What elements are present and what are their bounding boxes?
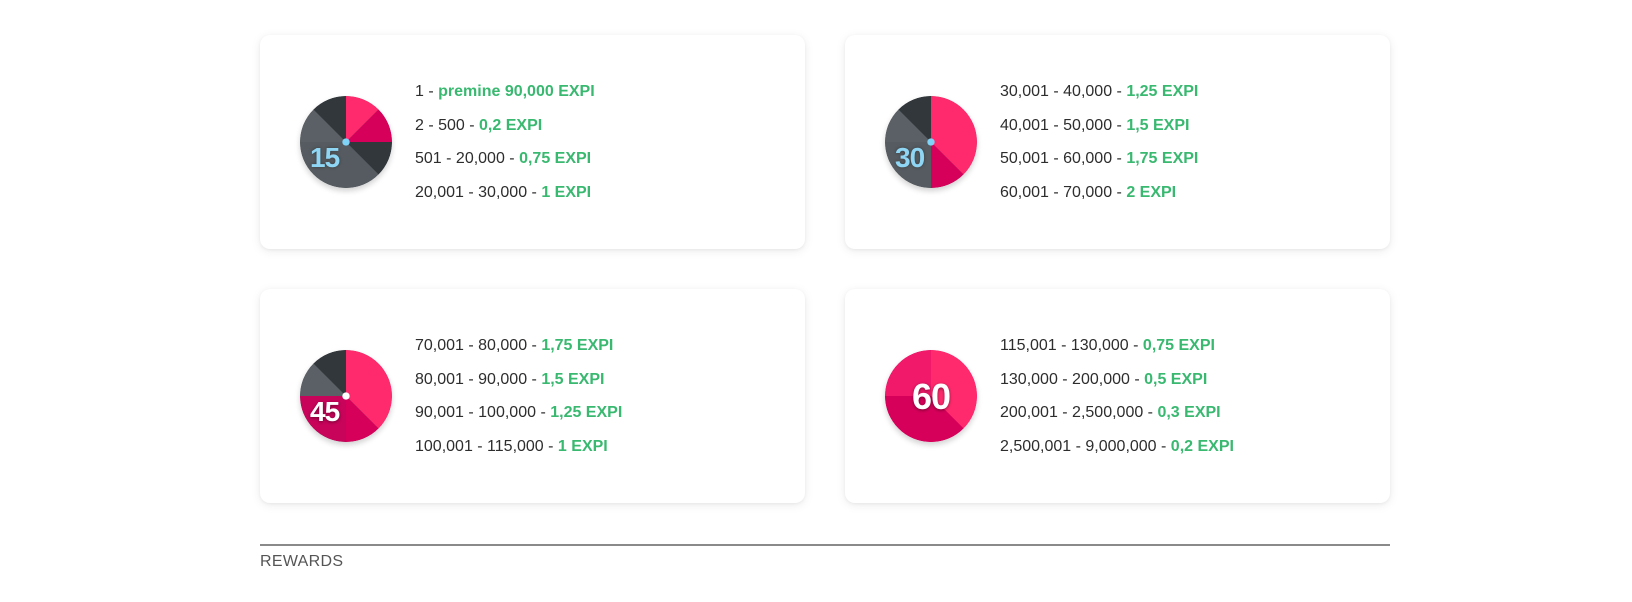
reward-amount: 0,2 EXPI	[1170, 437, 1234, 455]
block-range: 200,001 - 2,500,000	[1000, 404, 1144, 421]
reward-amount: 0,75 EXPI	[1142, 337, 1215, 354]
reward-tier-card-60: 60 115,001 - 130,000 - 0,75 EXPI 130,000…	[845, 289, 1390, 503]
reward-row: 60,001 - 70,000 - 2 EXPI	[1000, 176, 1198, 210]
block-range: 501 - 20,000	[415, 150, 505, 167]
reward-row: 200,001 - 2,500,000 - 0,3 EXPI	[1000, 396, 1234, 430]
reward-amount: 1,75 EXPI	[1126, 150, 1199, 167]
block-range: 60,001 - 70,000	[1000, 183, 1113, 201]
reward-amount: 2 EXPI	[1126, 183, 1177, 201]
reward-tier-grid: 15 1 - premine 90,000 EXPI 2 - 500 - 0,2…	[260, 35, 1390, 503]
timer-label: 30	[895, 142, 925, 173]
block-range: 100,001 - 115,000	[415, 437, 544, 455]
reward-amount: 0,5 EXPI	[1144, 370, 1208, 388]
reward-row: 115,001 - 130,000 - 0,75 EXPI	[1000, 329, 1234, 363]
reward-tier-card-45: 45 70,001 - 80,000 - 1,75 EXPI 80,001 - …	[260, 289, 805, 503]
reward-row: 2 - 500 - 0,2 EXPI	[415, 109, 595, 143]
reward-amount: 1,25 EXPI	[1126, 83, 1199, 100]
separator: -	[1112, 183, 1127, 201]
timer-label: 60	[911, 376, 951, 417]
reward-row: 70,001 - 80,000 - 1,75 EXPI	[415, 329, 622, 363]
separator: -	[1129, 370, 1145, 388]
reward-amount: 1,75 EXPI	[541, 337, 614, 354]
separator: -	[1128, 337, 1143, 354]
timer-60-pie: 60	[885, 350, 977, 442]
timer-45-pie: 45	[300, 350, 392, 442]
separator: -	[1112, 83, 1127, 100]
reward-row: 40,001 - 50,000 - 1,5 EXPI	[1000, 109, 1198, 143]
reward-list: 1 - premine 90,000 EXPI 2 - 500 - 0,2 EX…	[415, 75, 595, 209]
clock-pie-icon	[300, 96, 392, 188]
reward-row: 30,001 - 40,000 - 1,25 EXPI	[1000, 75, 1198, 109]
block-range: 2 - 500	[415, 116, 465, 134]
block-range: 2,500,001 - 9,000,000	[1000, 437, 1157, 455]
separator: -	[527, 183, 542, 201]
reward-row: 2,500,001 - 9,000,000 - 0,2 EXPI	[1000, 430, 1234, 464]
block-range: 70,001 - 80,000	[415, 337, 528, 354]
block-range: 90,001 - 100,000	[415, 404, 536, 421]
reward-row: 501 - 20,000 - 0,75 EXPI	[415, 142, 595, 176]
clock-pie-icon	[885, 350, 977, 442]
reward-amount: 0,3 EXPI	[1157, 404, 1221, 421]
reward-tier-card-30: 30 30,001 - 40,000 - 1,25 EXPI 40,001 - …	[845, 35, 1390, 249]
reward-list: 115,001 - 130,000 - 0,75 EXPI 130,000 - …	[1000, 329, 1234, 463]
reward-amount: 1,5 EXPI	[1126, 116, 1190, 134]
separator: -	[1112, 116, 1127, 134]
timer-15-pie: 15	[300, 96, 392, 188]
clock-pie-icon	[300, 350, 392, 442]
block-range: 115,001 - 130,000	[1000, 337, 1129, 354]
timer-label: 15	[310, 142, 340, 173]
block-range: 30,001 - 40,000	[1000, 83, 1113, 100]
timer-label: 45	[310, 396, 340, 427]
separator: -	[527, 337, 542, 354]
block-range: 80,001 - 90,000	[415, 370, 528, 388]
section-divider	[260, 544, 1390, 546]
separator: -	[1156, 437, 1171, 455]
reward-amount: premine 90,000 EXPI	[438, 83, 595, 100]
reward-row: 50,001 - 60,000 - 1,75 EXPI	[1000, 142, 1198, 176]
reward-row: 20,001 - 30,000 - 1 EXPI	[415, 176, 595, 210]
separator: -	[504, 150, 520, 167]
separator: -	[1143, 404, 1158, 421]
separator: -	[464, 116, 480, 134]
reward-row: 100,001 - 115,000 - 1 EXPI	[415, 430, 622, 464]
reward-row: 80,001 - 90,000 - 1,5 EXPI	[415, 363, 622, 397]
reward-list: 70,001 - 80,000 - 1,75 EXPI 80,001 - 90,…	[415, 329, 622, 463]
block-range: 20,001 - 30,000	[415, 183, 528, 201]
section-title: REWARDS	[260, 553, 344, 570]
reward-row: 90,001 - 100,000 - 1,25 EXPI	[415, 396, 622, 430]
timer-30-pie: 30	[885, 96, 977, 188]
block-range: 50,001 - 60,000	[1000, 150, 1113, 167]
clock-pie-icon	[885, 96, 977, 188]
reward-amount: 1,5 EXPI	[541, 370, 605, 388]
separator: -	[1112, 150, 1127, 167]
separator: -	[543, 437, 558, 455]
separator: -	[423, 83, 439, 100]
reward-list: 30,001 - 40,000 - 1,25 EXPI 40,001 - 50,…	[1000, 75, 1198, 209]
reward-tier-card-15: 15 1 - premine 90,000 EXPI 2 - 500 - 0,2…	[260, 35, 805, 249]
reward-amount: 0,75 EXPI	[519, 150, 592, 167]
reward-row: 1 - premine 90,000 EXPI	[415, 75, 595, 109]
block-range: 1	[415, 83, 424, 100]
block-range: 130,000 - 200,000	[1000, 370, 1130, 388]
reward-amount: 1 EXPI	[541, 183, 592, 201]
separator: -	[527, 370, 542, 388]
reward-amount: 0,2 EXPI	[479, 116, 543, 134]
reward-amount: 1 EXPI	[557, 437, 608, 455]
separator: -	[536, 404, 551, 421]
block-range: 40,001 - 50,000	[1000, 116, 1113, 134]
reward-amount: 1,25 EXPI	[550, 404, 623, 421]
reward-row: 130,000 - 200,000 - 0,5 EXPI	[1000, 363, 1234, 397]
